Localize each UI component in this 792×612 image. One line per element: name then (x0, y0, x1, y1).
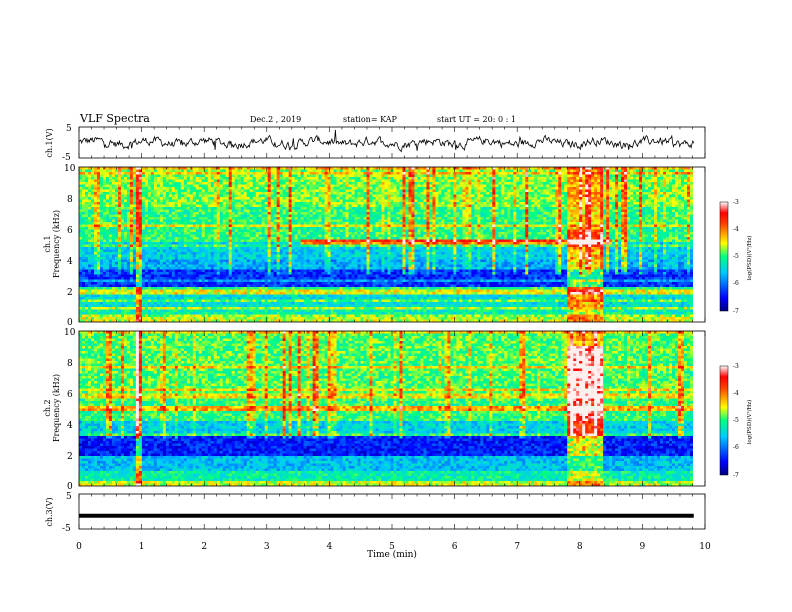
x-tick-label: 6 (452, 542, 458, 552)
ch3-waveform-panel: 5 -5 ch.3(V) (45, 492, 706, 534)
ch2-spectrogram-image (79, 331, 693, 486)
ch1-spectrogram-ticks (78, 167, 706, 322)
x-tick-label: 9 (640, 542, 646, 552)
ch2-cb-tick-3: -3 (733, 363, 739, 370)
x-tick-label: 2 (201, 542, 207, 552)
ch1-waveform-line (78, 129, 695, 153)
ch2-colorbar-gradient (720, 366, 728, 475)
ch1-waveform-panel: 5 -5 ch.1(V) (45, 124, 706, 163)
ch3-waveform-ticks (78, 494, 706, 529)
ch2-frequency-label: Frequency (kHz) (52, 374, 61, 442)
ch3-waveform-frame (78, 493, 706, 530)
x-tick-label: 5 (389, 542, 395, 552)
ch1-spectrogram-image (79, 167, 693, 322)
figure-title: VLF Spectra (79, 112, 150, 125)
ch2-ytick-10: 10 (64, 328, 76, 338)
x-axis-label: Time (min) (367, 549, 417, 560)
ch1-ytick-top: 5 (66, 124, 72, 134)
ch2-colorbar: -3 -4 -5 -6 -7 log(PSD)(V²/Hz) (719, 363, 753, 479)
header-date: Dec.2 , 2019 (250, 115, 301, 124)
ch1-cb-tick-6: -6 (733, 280, 739, 287)
ch2-ytick-4: 4 (67, 421, 73, 431)
ch1-waveform-ylabel: ch.1(V) (45, 128, 54, 157)
ch1-spectrogram-panel: 10 8 6 4 2 0 ch.1 Frequency (kHz) (43, 164, 706, 328)
x-tick-label: 8 (577, 542, 583, 552)
ch2-ytick-8: 8 (67, 359, 73, 369)
x-tick-label: 7 (514, 542, 520, 552)
ch1-cb-tick-5: -5 (733, 253, 739, 260)
ch1-cb-tick-4: -4 (733, 226, 739, 233)
ch1-ytick-4: 4 (67, 257, 73, 267)
ch1-ytick-0: 0 (67, 318, 73, 328)
header-start-ut: start UT = 20: 0 : 1 (437, 115, 516, 124)
ch1-colorbar-label: log(PSD)(V²/Hz) (746, 236, 753, 281)
ch2-colorbar-label: log(PSD)(V²/Hz) (746, 400, 753, 445)
ch2-spectrogram-panel: 10 8 6 4 2 0 ch.2 Frequency (kHz) (43, 328, 706, 492)
x-tick-label: 10 (699, 542, 711, 552)
ch1-spectrogram-ylabel: ch.1 (43, 235, 52, 252)
ch3-waveform-ylabel: ch.3(V) (45, 497, 54, 526)
x-tick-label: 3 (264, 542, 270, 552)
ch1-ytick-2: 2 (67, 288, 73, 298)
ch1-ytick-6: 6 (67, 226, 73, 236)
ch1-colorbar: -3 -4 -5 -6 -7 log(PSD)(V²/Hz) (719, 199, 753, 315)
ch1-colorbar-frame (719, 201, 729, 312)
x-tick-label: 0 (76, 542, 82, 552)
ch1-waveform-ticks (78, 127, 706, 158)
ch2-colorbar-frame (719, 365, 729, 476)
ch1-ytick-8: 8 (67, 195, 73, 205)
ch3-ytick-top: 5 (66, 492, 72, 502)
ch2-cb-tick-6: -6 (733, 444, 739, 451)
ch2-cb-tick-7: -7 (733, 472, 739, 479)
x-axis-tick-labels: 0 1 2 3 4 5 6 7 8 9 10 (76, 542, 711, 552)
ch2-ytick-2: 2 (67, 452, 73, 462)
ch2-cb-tick-5: -5 (733, 417, 739, 424)
ch2-spectrogram-ticks (78, 331, 706, 486)
ch1-cb-tick-7: -7 (733, 308, 739, 315)
ch2-ytick-6: 6 (67, 390, 73, 400)
x-tick-label: 1 (139, 542, 145, 552)
x-tick-label: 4 (327, 542, 333, 552)
ch1-cb-tick-3: -3 (733, 199, 739, 206)
ch2-cb-tick-4: -4 (733, 390, 739, 397)
ch1-ytick-bottom: -5 (62, 153, 71, 163)
ch2-ytick-0: 0 (67, 482, 73, 492)
ch3-ytick-bottom: -5 (62, 524, 71, 534)
ch2-spectrogram-ylabel: ch.2 (43, 399, 52, 416)
header-station: station= KAP (343, 115, 398, 124)
ch1-ytick-10: 10 (64, 164, 76, 174)
ch1-frequency-label: Frequency (kHz) (52, 210, 61, 278)
ch1-colorbar-gradient (720, 202, 728, 311)
